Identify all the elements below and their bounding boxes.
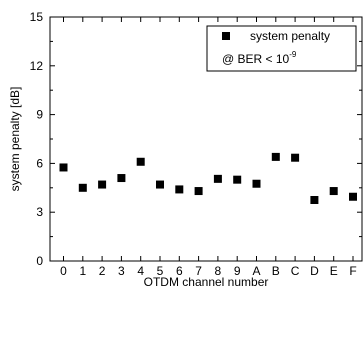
- x-tick-label: 4: [137, 264, 144, 278]
- x-tick-label: F: [349, 264, 356, 278]
- x-tick-label: E: [330, 264, 338, 278]
- y-tick-label: 15: [30, 10, 44, 24]
- x-tick-label: 3: [118, 264, 125, 278]
- x-tick-label: 2: [99, 264, 106, 278]
- x-tick-label: 5: [157, 264, 164, 278]
- x-tick-label: 0: [60, 264, 67, 278]
- x-tick-label: C: [291, 264, 300, 278]
- data-point: [233, 175, 242, 184]
- y-tick-label: 3: [36, 205, 43, 219]
- data-point: [329, 187, 338, 196]
- y-tick-label: 12: [30, 59, 44, 73]
- y-axis-title: system penalty [dB]: [8, 87, 22, 192]
- data-point: [59, 163, 68, 172]
- data-point: [136, 157, 145, 166]
- data-point: [194, 187, 203, 196]
- legend-note: @ BER < 10-9: [222, 50, 297, 66]
- x-tick-label: 8: [215, 264, 222, 278]
- data-point: [98, 180, 107, 189]
- data-point: [291, 153, 300, 162]
- y-axis-ticks: 0 3 6 9 12 15: [30, 10, 362, 268]
- x-tick-label: B: [272, 264, 280, 278]
- y-tick-label: 6: [36, 156, 43, 170]
- x-tick-label: 1: [79, 264, 86, 278]
- legend-label: system penalty: [250, 29, 330, 43]
- data-point: [156, 180, 164, 189]
- x-tick-label: D: [310, 264, 319, 278]
- data-point: [349, 192, 357, 201]
- data-point: [310, 196, 319, 204]
- legend: system penalty @ BER < 10-9: [206, 25, 357, 72]
- legend-box: [206, 25, 357, 72]
- data-point: [117, 174, 126, 183]
- y-tick-label: 9: [36, 108, 43, 122]
- x-tick-label: 7: [195, 264, 202, 278]
- x-tick-label: 9: [234, 264, 241, 278]
- data-point: [175, 185, 184, 194]
- data-points: [59, 152, 357, 204]
- x-tick-label: 6: [176, 264, 183, 278]
- y-tick-label: 0: [36, 254, 43, 268]
- x-axis-title: OTDM channel number: [144, 275, 269, 289]
- legend-marker: [222, 32, 230, 40]
- legend-note-exponent: -9: [289, 50, 297, 59]
- data-point: [78, 183, 87, 192]
- x-tick-label: A: [252, 264, 260, 278]
- data-point: [252, 179, 261, 188]
- data-point: [213, 174, 222, 183]
- legend-note-text: @ BER < 10: [222, 52, 290, 66]
- data-point: [271, 152, 280, 161]
